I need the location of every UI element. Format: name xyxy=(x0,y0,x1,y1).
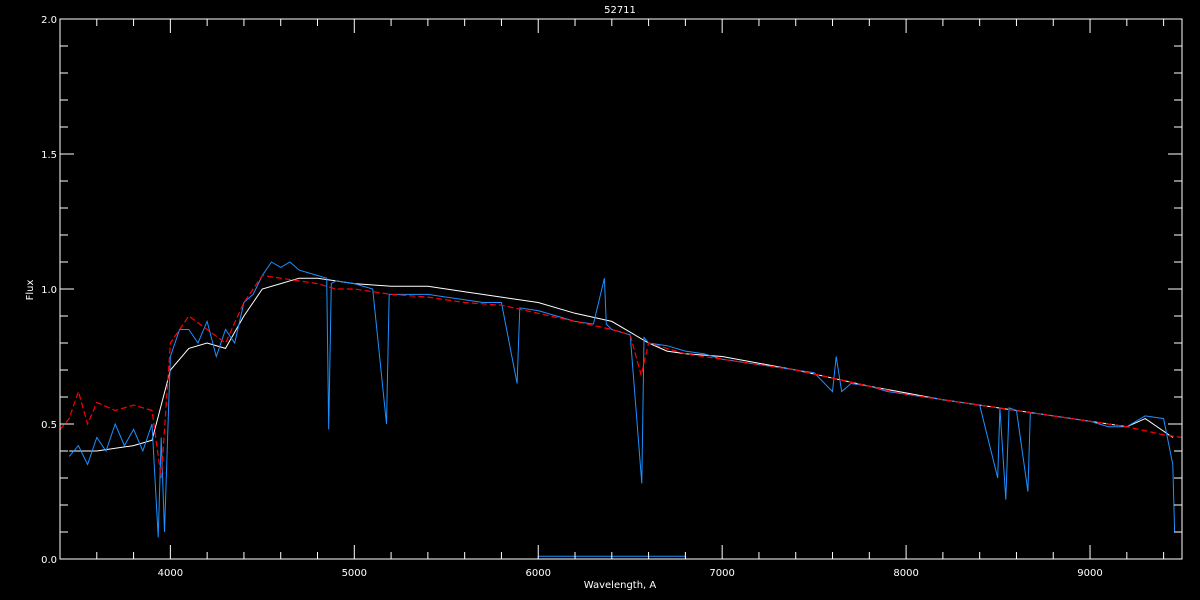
x-tick-label: 4000 xyxy=(158,568,183,579)
y-tick-label: 2.0 xyxy=(41,15,57,26)
y-tick-label: 0.0 xyxy=(41,555,57,566)
x-tick-label: 9000 xyxy=(1077,568,1102,579)
plot-frame xyxy=(59,18,1183,560)
x-tick-label: 5000 xyxy=(342,568,367,579)
y-axis-label: Flux xyxy=(25,280,36,301)
y-tick-label: 1.5 xyxy=(41,150,57,161)
ticks-layer: 4000 5000 6000 7000 8000 9000 0.0 0.5 1.0 1.5 2.0 xyxy=(41,15,1182,579)
series-line-1 xyxy=(68,261,1176,538)
chart-title: 52711 xyxy=(604,5,636,16)
series-line-0 xyxy=(69,277,1174,452)
x-tick-label: 7000 xyxy=(709,568,734,579)
x-axis-label: Wavelength, A xyxy=(584,580,657,591)
y-tick-label: 0.5 xyxy=(41,420,57,431)
x-tick-label: 6000 xyxy=(526,568,551,579)
x-tick-label: 8000 xyxy=(893,568,918,579)
series-layer xyxy=(59,261,1183,560)
series-line-2 xyxy=(59,274,1183,479)
y-tick-label: 1.0 xyxy=(41,285,57,296)
